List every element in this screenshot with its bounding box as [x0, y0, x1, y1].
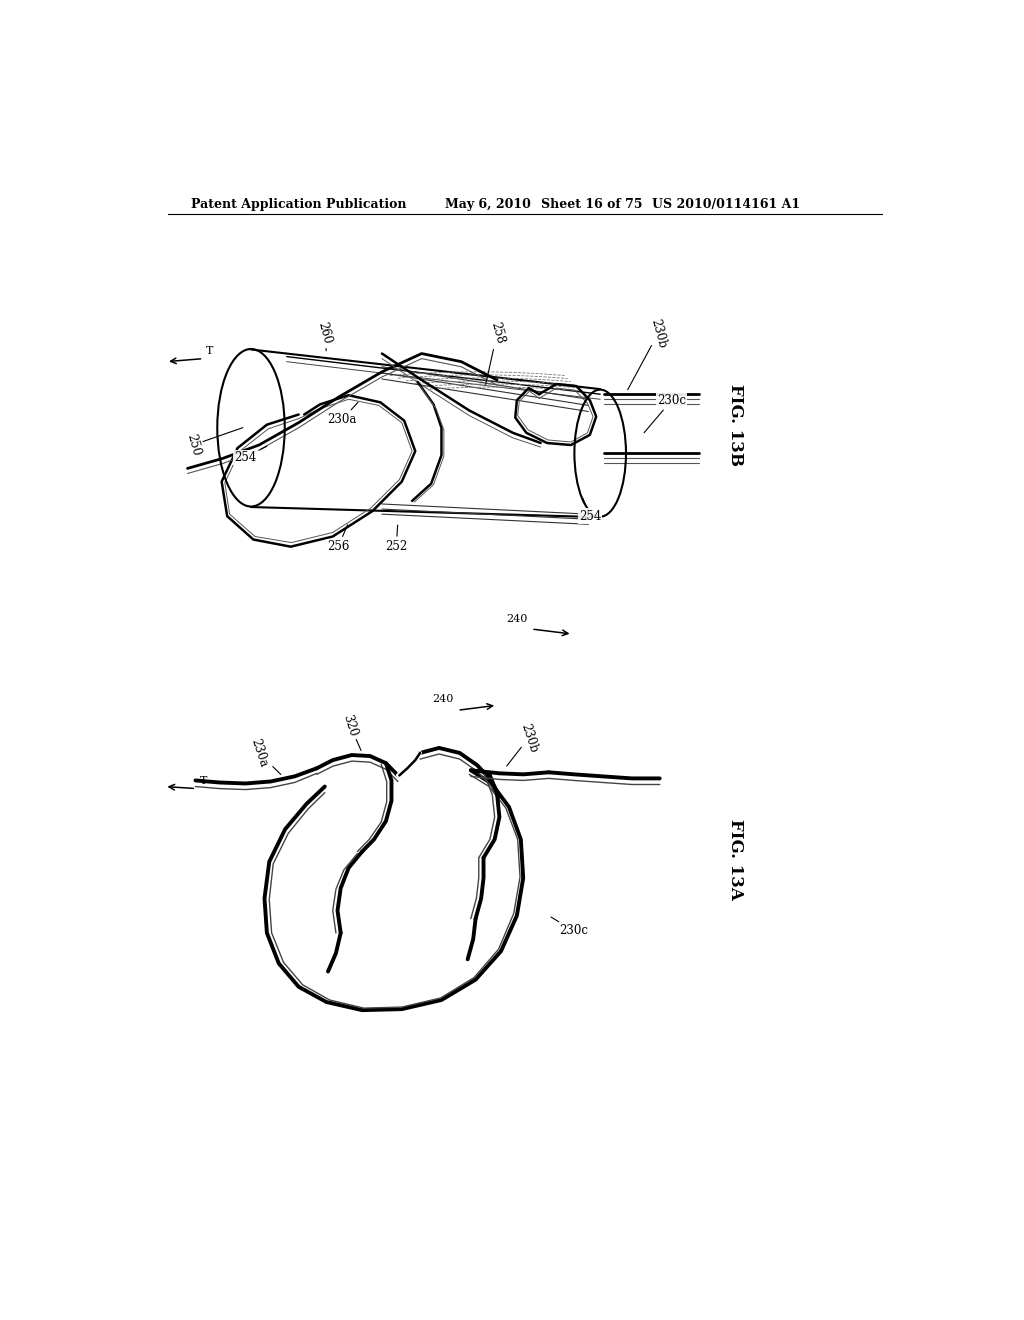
- Text: 258: 258: [485, 321, 506, 384]
- Text: 254: 254: [234, 446, 267, 463]
- Text: May 6, 2010: May 6, 2010: [445, 198, 531, 211]
- Text: 230b: 230b: [628, 317, 669, 389]
- Text: T: T: [200, 776, 207, 785]
- Text: FIG. 13A: FIG. 13A: [727, 820, 743, 900]
- Text: 256: 256: [327, 525, 349, 553]
- Text: 240: 240: [432, 694, 454, 704]
- Text: 260: 260: [315, 321, 334, 351]
- Text: 250: 250: [184, 428, 243, 458]
- Text: 230a: 230a: [248, 737, 281, 775]
- Text: FIG. 13B: FIG. 13B: [727, 384, 743, 466]
- Text: 320: 320: [341, 713, 361, 751]
- Text: T: T: [206, 346, 213, 355]
- Text: Patent Application Publication: Patent Application Publication: [191, 198, 407, 211]
- Text: US 2010/0114161 A1: US 2010/0114161 A1: [652, 198, 800, 211]
- Text: 230a: 230a: [328, 403, 357, 426]
- Text: 230c: 230c: [551, 917, 589, 937]
- Text: 230c: 230c: [644, 393, 686, 433]
- Text: 252: 252: [385, 525, 408, 553]
- Text: Sheet 16 of 75: Sheet 16 of 75: [541, 198, 642, 211]
- Text: 230b: 230b: [507, 722, 540, 766]
- Text: 240: 240: [506, 614, 527, 624]
- Text: 254: 254: [579, 499, 601, 523]
